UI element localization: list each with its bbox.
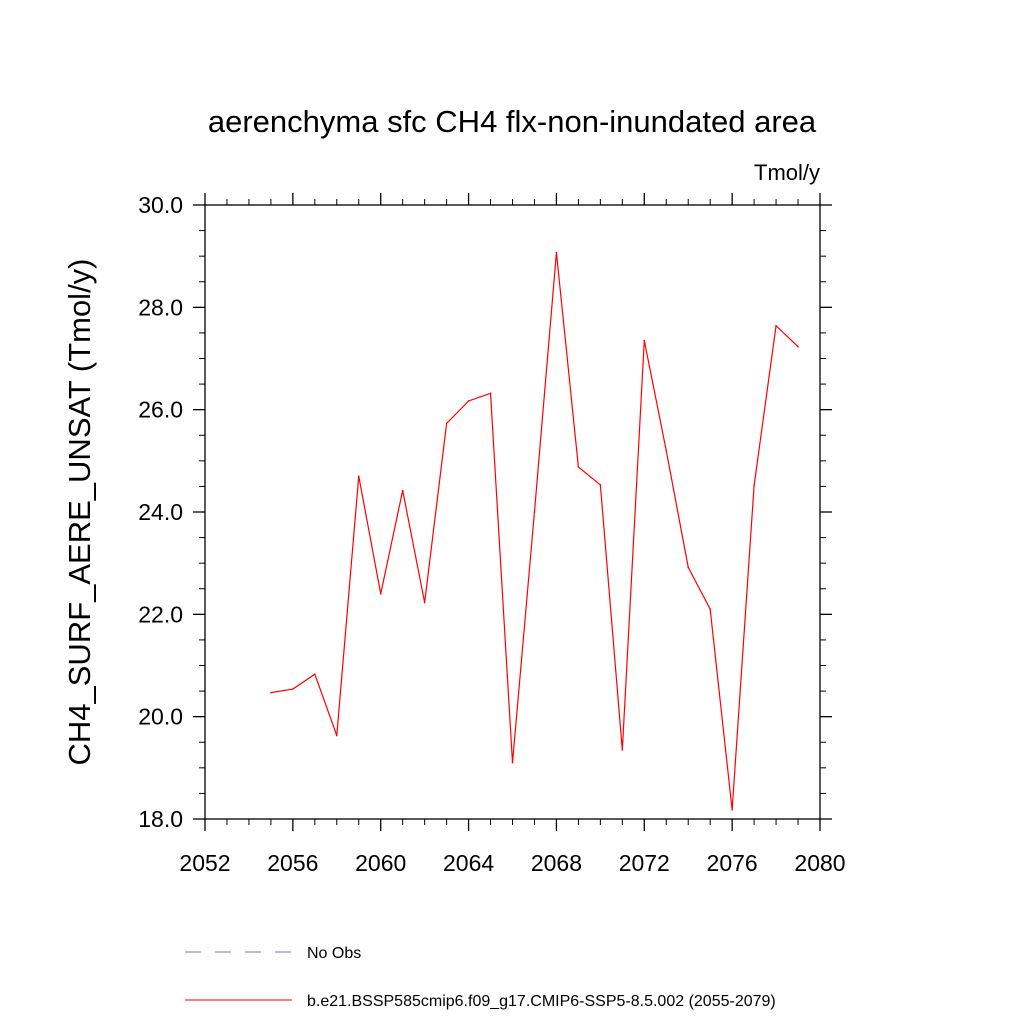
legend-label-1: b.e21.BSSP585cmip6.f09_g17.CMIP6-SSP5-8.… — [307, 993, 776, 1010]
x-tick-label: 2068 — [531, 850, 582, 876]
plot-frame — [204, 204, 821, 820]
y-tick-label: 22.0 — [138, 601, 183, 627]
data-point — [511, 761, 514, 764]
axis-tick-labels: 2052 2056 2060 2064 2068 2072 2076 2080 18.0 20.0… — [138, 192, 845, 876]
data-point — [555, 251, 558, 254]
x-tick-label: 2052 — [179, 850, 230, 876]
data-point — [270, 691, 272, 694]
units-label: Tmol/y — [754, 160, 820, 185]
y-tick-label: 30.0 — [138, 192, 183, 218]
x-tick-label: 2056 — [267, 850, 318, 876]
data-point — [423, 601, 426, 604]
series-layer — [270, 251, 799, 811]
data-point — [709, 608, 711, 611]
data-point — [621, 749, 624, 751]
data-point — [577, 466, 580, 468]
data-point — [643, 339, 646, 342]
x-tick-label: 2072 — [619, 850, 670, 876]
x-tick-label: 2076 — [707, 850, 758, 876]
legend: No Obs b.e21.BSSP585cmip6.f09_g17.CMIP6-S… — [185, 945, 776, 1010]
data-point — [665, 449, 668, 452]
data-point — [314, 673, 316, 675]
y-tick-label: 26.0 — [138, 397, 183, 423]
data-point — [731, 808, 733, 811]
data-point — [489, 392, 492, 395]
data-point — [599, 484, 602, 486]
data-point — [401, 489, 404, 492]
data-point — [357, 475, 360, 477]
data-point — [335, 734, 338, 737]
axis-ticks — [193, 193, 832, 831]
data-point — [687, 566, 690, 569]
data-point — [533, 511, 536, 513]
legend-label-0: No Obs — [307, 945, 361, 962]
x-tick-label: 2064 — [443, 850, 494, 876]
x-tick-label: 2080 — [794, 850, 845, 876]
data-point — [292, 688, 294, 690]
y-tick-label: 24.0 — [138, 499, 183, 525]
data-point — [775, 324, 777, 327]
series-line-1 — [270, 252, 799, 810]
y-tick-label: 28.0 — [138, 294, 183, 320]
data-point — [445, 422, 448, 425]
data-point — [797, 345, 799, 348]
data-point — [467, 400, 470, 402]
y-axis-label: CH4_SURF_AERE_UNSAT (Tmol/y) — [62, 258, 97, 765]
data-point — [753, 484, 755, 487]
y-tick-label: 18.0 — [138, 806, 183, 832]
x-tick-label: 2060 — [355, 850, 406, 876]
data-point — [379, 593, 382, 595]
y-tick-label: 20.0 — [138, 704, 183, 730]
chart-title: aerenchyma sfc CH4 flx-non-inundated are… — [208, 104, 817, 139]
